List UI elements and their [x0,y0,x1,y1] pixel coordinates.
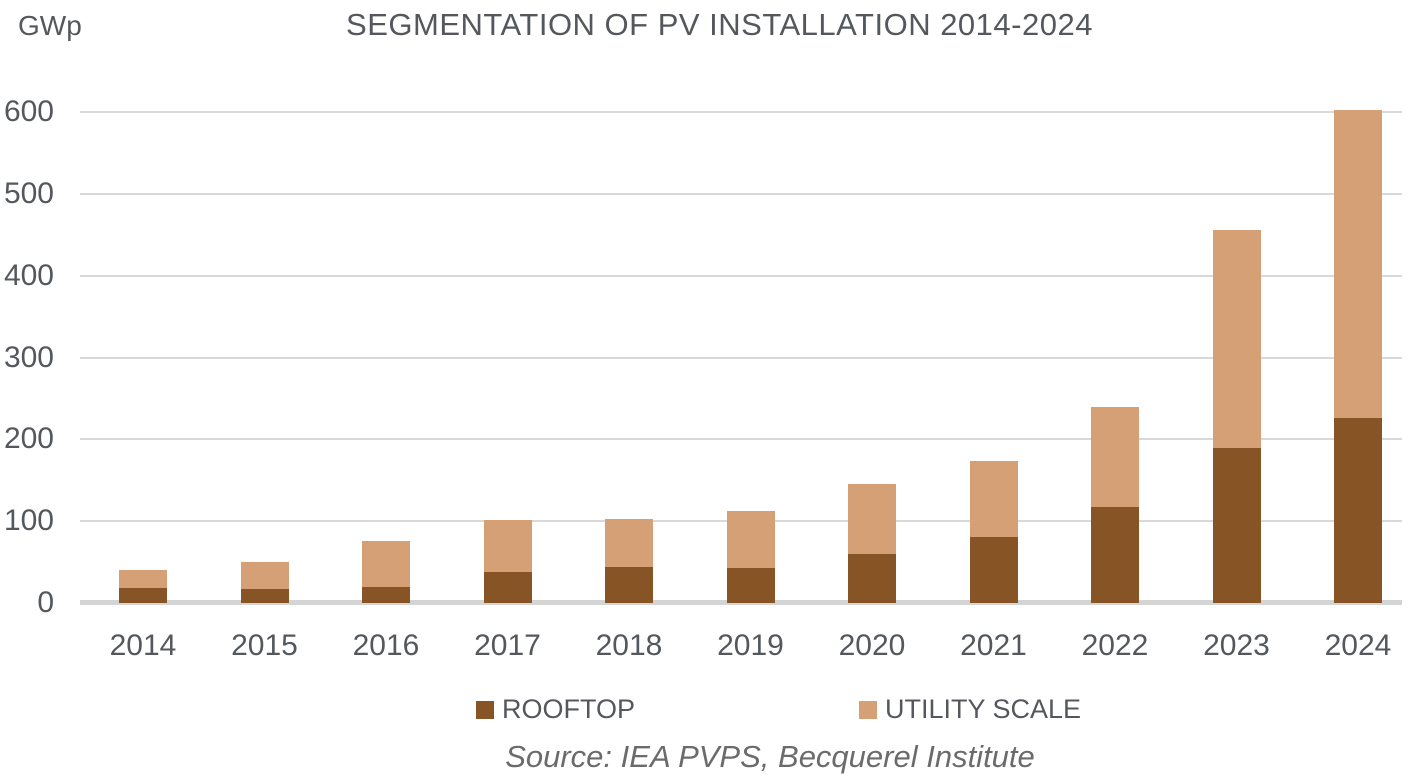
source-caption: Source: IEA PVPS, Becquerel Institute [505,739,1035,774]
bar-segment-rooftop-2016 [362,586,410,603]
y-tick-label-600: 600 [3,95,54,128]
gridline-500 [80,192,1402,195]
bar-segment-utility-scale-2020 [848,484,896,554]
legend-item-utility-scale: UTILITY SCALE [859,694,1081,725]
bar-2017 [483,520,532,603]
bar-segment-utility-scale-2022 [1091,406,1139,508]
bar-2020 [848,484,896,603]
legend-swatch-utility-scale [859,700,877,719]
y-tick-label-200: 200 [3,422,54,456]
legend-item-rooftop: ROOFTOP [476,694,635,725]
bar-segment-rooftop-2023 [1212,448,1261,603]
gridline-400 [80,274,1402,277]
bar-segment-utility-scale-2019 [726,510,775,568]
x-tick-label-2020: 2020 [838,629,906,662]
y-axis-unit-label: GWp [18,10,82,41]
bar-segment-utility-scale-2023 [1212,229,1261,449]
bar-segment-rooftop-2020 [848,553,896,603]
bar-2019 [726,510,775,603]
y-tick-label-500: 500 [3,176,54,210]
y-tick-label-400: 400 [3,258,54,292]
bar-2014 [119,570,167,603]
bar-segment-rooftop-2015 [240,589,289,603]
bar-segment-rooftop-2018 [605,567,653,603]
bar-2015 [240,562,289,603]
bar-segment-utility-scale-2015 [240,562,289,590]
bar-segment-rooftop-2024 [1334,418,1382,603]
bar-segment-utility-scale-2017 [483,520,532,572]
bar-segment-utility-scale-2021 [969,460,1018,537]
x-tick-label-2022: 2022 [1081,629,1149,662]
gridline-300 [80,356,1402,359]
x-tick-label-2014: 2014 [109,629,177,662]
bar-segment-rooftop-2019 [726,567,775,603]
x-tick-label-2017: 2017 [474,629,541,662]
y-tick-label-100: 100 [3,504,54,538]
x-tick-label-2016: 2016 [352,629,420,662]
bar-2022 [1091,406,1139,603]
bar-2016 [362,540,410,603]
gridline-200 [80,438,1402,441]
bar-segment-utility-scale-2014 [119,570,167,589]
bar-segment-utility-scale-2016 [362,540,410,587]
bar-2023 [1212,229,1261,603]
x-tick-label-2024: 2024 [1324,629,1392,662]
gridline-600 [80,111,1402,113]
y-tick-label-300: 300 [3,340,54,374]
chart-title: SEGMENTATION OF PV INSTALLATION 2014-202… [346,7,1093,42]
x-tick-label-2018: 2018 [595,629,663,662]
bar-2024 [1334,110,1382,603]
bar-segment-utility-scale-2024 [1334,110,1382,419]
bar-segment-utility-scale-2018 [605,518,653,567]
plot-area [80,110,1402,605]
legend-swatch-rooftop [476,700,494,719]
bar-segment-rooftop-2014 [119,588,167,603]
x-tick-label-2015: 2015 [231,629,298,662]
legend-label-rooftop: ROOFTOP [502,694,636,724]
x-tick-label-2021: 2021 [960,629,1027,662]
bar-segment-rooftop-2021 [969,536,1018,603]
bar-segment-rooftop-2022 [1091,507,1139,603]
x-tick-label-2023: 2023 [1203,629,1270,662]
legend-label-utility-scale: UTILITY SCALE [885,694,1082,724]
bar-2018 [605,518,653,603]
bar-segment-rooftop-2017 [483,571,532,603]
y-tick-label-0: 0 [37,586,54,619]
bar-2021 [969,460,1018,603]
x-tick-label-2019: 2019 [717,629,784,662]
